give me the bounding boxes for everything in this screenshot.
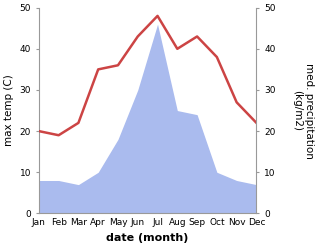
Y-axis label: max temp (C): max temp (C) [4,75,14,146]
Y-axis label: med. precipitation
(kg/m2): med. precipitation (kg/m2) [292,62,314,159]
X-axis label: date (month): date (month) [107,233,189,243]
